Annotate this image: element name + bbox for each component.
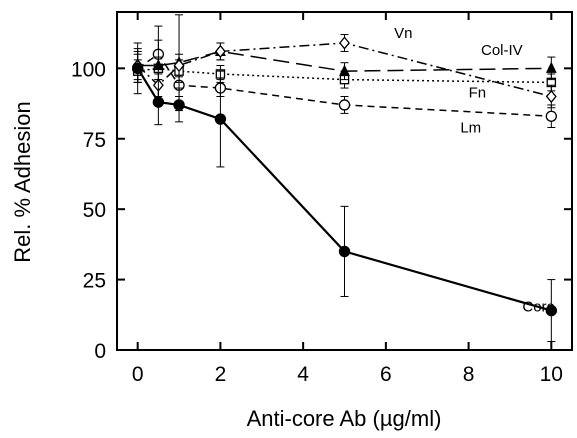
x-tick-label: 10 — [540, 363, 563, 386]
x-tick-label: 2 — [215, 363, 227, 386]
data-point-core — [152, 96, 165, 108]
data-point-core — [173, 99, 185, 111]
series-label-vn: Vn — [394, 25, 412, 42]
series-label-lm: Lm — [460, 119, 481, 136]
data-point-col-iv — [339, 64, 350, 76]
y-tick-label: 75 — [83, 129, 106, 152]
data-point-core — [338, 245, 351, 258]
series-line-fn — [137, 67, 552, 84]
data-point-vn — [545, 89, 557, 104]
series-label-core: Core — [522, 298, 555, 315]
data-point-lm — [545, 110, 557, 122]
data-point-vn — [214, 44, 226, 59]
y-tick-label: 25 — [83, 270, 106, 293]
y-tick-label: 0 — [94, 340, 106, 363]
x-axis-title: Anti-core Ab (µg/ml) — [247, 406, 442, 431]
series-line-col-iv — [137, 50, 552, 72]
series-line-core — [136, 67, 552, 312]
data-point-vn — [173, 58, 185, 73]
plot-area: Lm Fn Col-IV Vn Core — [131, 14, 558, 343]
y-axis-title: Rel. % Adhesion — [10, 101, 35, 262]
data-point-col-iv — [545, 61, 557, 73]
y-tick-label: 50 — [83, 199, 106, 222]
data-point-core — [214, 113, 227, 125]
series-label-col-iv: Col-IV — [481, 42, 523, 59]
x-tick-label: 8 — [463, 363, 475, 386]
series-label-fn: Fn — [469, 84, 487, 101]
x-tick-label: 0 — [132, 363, 144, 386]
y-tick-label: 100 — [71, 58, 106, 81]
x-tick-label: 4 — [297, 363, 309, 386]
data-point-core — [131, 62, 144, 75]
plot-frame — [116, 11, 573, 351]
series-core: Core — [131, 42, 558, 343]
data-point-core — [545, 304, 558, 317]
series-line-vn — [137, 42, 552, 98]
x-tick-label: 6 — [380, 363, 392, 386]
data-point-col-iv — [152, 58, 164, 71]
data-point-vn — [339, 36, 350, 50]
data-point-lm — [338, 99, 351, 111]
